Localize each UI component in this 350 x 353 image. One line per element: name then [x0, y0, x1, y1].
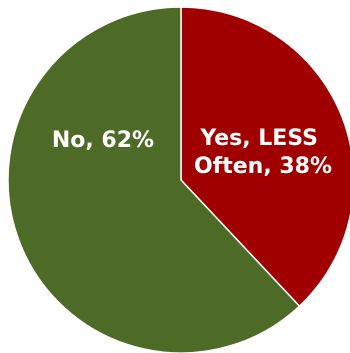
slice-label-yes-line-1: Yes, LESS — [199, 126, 318, 151]
pie-slices — [7, 6, 350, 353]
slice-label-no-line-1: No, 62% — [52, 128, 154, 153]
pie-slice-yes-less-often — [180, 6, 350, 308]
slice-label-no: No, 62% — [52, 128, 154, 153]
slice-label-yes-line-2: Often, 38% — [194, 154, 332, 179]
pie-labels: Yes, LESS Often, 38% No, 62% — [52, 126, 332, 179]
slice-label-yes: Yes, LESS Often, 38% — [194, 126, 332, 179]
pie-slice-no — [7, 6, 301, 353]
